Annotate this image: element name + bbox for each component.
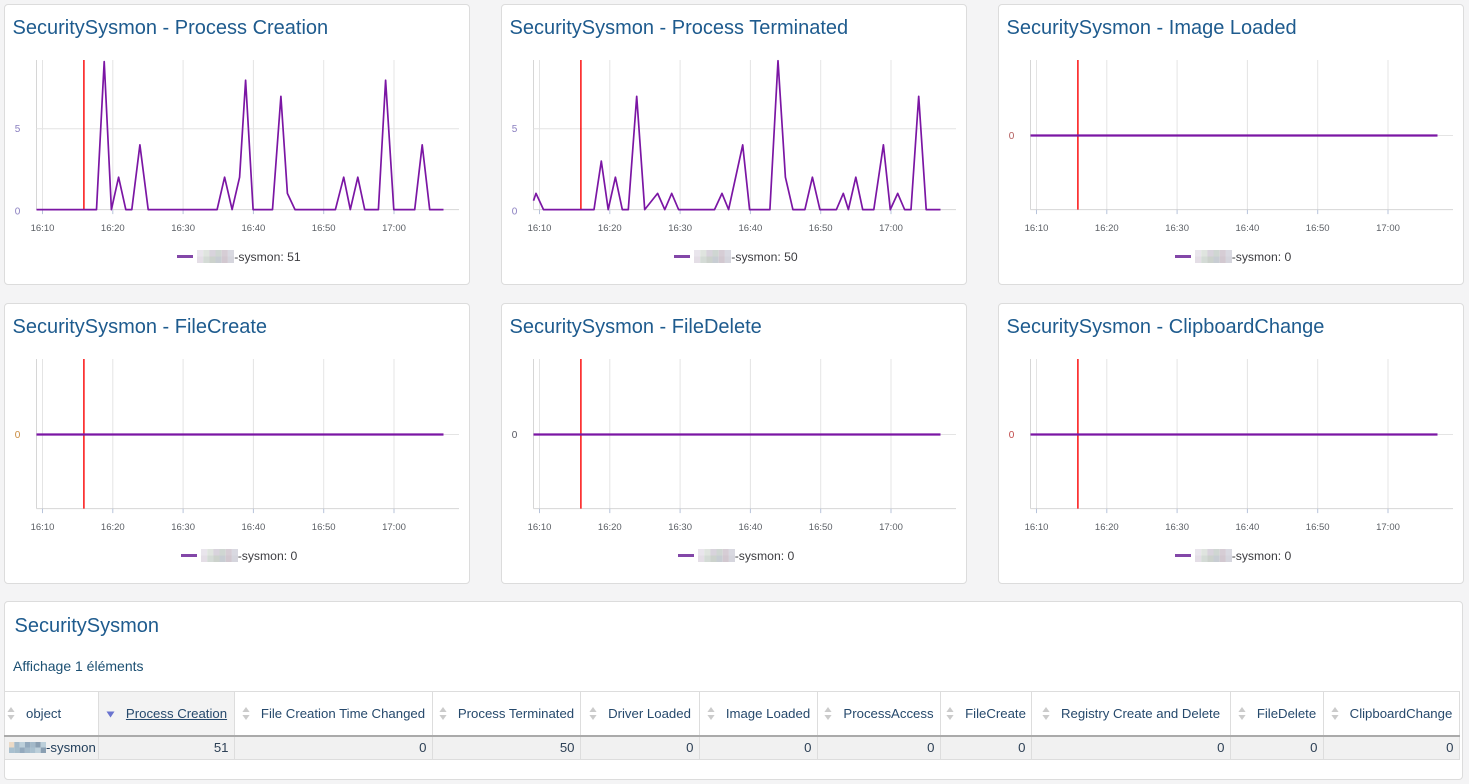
svg-text:16:50: 16:50 xyxy=(312,223,336,234)
svg-text:16:50: 16:50 xyxy=(1306,522,1330,533)
svg-text:16:50: 16:50 xyxy=(809,522,833,533)
svg-text:0: 0 xyxy=(512,207,518,218)
svg-text:0: 0 xyxy=(1009,131,1015,142)
svg-text:16:50: 16:50 xyxy=(809,223,833,234)
svg-text:16:20: 16:20 xyxy=(101,522,125,533)
svg-text:17:00: 17:00 xyxy=(879,223,903,234)
svg-text:16:30: 16:30 xyxy=(1165,223,1189,234)
svg-text:16:30: 16:30 xyxy=(171,223,195,234)
svg-text:0: 0 xyxy=(15,207,21,218)
svg-text:17:00: 17:00 xyxy=(1376,522,1400,533)
svg-text:0: 0 xyxy=(512,430,518,441)
svg-text:16:20: 16:20 xyxy=(598,223,622,234)
svg-text:16:50: 16:50 xyxy=(312,522,336,533)
svg-text:16:10: 16:10 xyxy=(31,223,55,234)
svg-text:17:00: 17:00 xyxy=(879,522,903,533)
svg-text:5: 5 xyxy=(512,124,518,135)
svg-text:17:00: 17:00 xyxy=(382,522,406,533)
svg-text:16:20: 16:20 xyxy=(598,522,622,533)
svg-text:16:20: 16:20 xyxy=(1095,223,1119,234)
svg-text:16:20: 16:20 xyxy=(1095,522,1119,533)
svg-text:16:40: 16:40 xyxy=(242,522,266,533)
svg-text:16:10: 16:10 xyxy=(528,223,552,234)
svg-text:16:30: 16:30 xyxy=(171,522,195,533)
svg-text:0: 0 xyxy=(1009,430,1015,441)
svg-text:16:10: 16:10 xyxy=(1025,522,1049,533)
svg-text:0: 0 xyxy=(15,430,21,441)
svg-text:16:40: 16:40 xyxy=(739,223,763,234)
svg-text:17:00: 17:00 xyxy=(1376,223,1400,234)
svg-text:17:00: 17:00 xyxy=(382,223,406,234)
svg-text:16:30: 16:30 xyxy=(1165,522,1189,533)
svg-text:16:40: 16:40 xyxy=(242,223,266,234)
svg-text:16:10: 16:10 xyxy=(31,522,55,533)
svg-text:16:40: 16:40 xyxy=(1236,522,1260,533)
svg-text:16:10: 16:10 xyxy=(528,522,552,533)
svg-text:16:40: 16:40 xyxy=(739,522,763,533)
svg-text:16:10: 16:10 xyxy=(1025,223,1049,234)
svg-text:16:30: 16:30 xyxy=(668,522,692,533)
svg-text:5: 5 xyxy=(15,124,21,135)
svg-text:16:40: 16:40 xyxy=(1236,223,1260,234)
svg-text:16:30: 16:30 xyxy=(668,223,692,234)
svg-text:16:20: 16:20 xyxy=(101,223,125,234)
svg-text:16:50: 16:50 xyxy=(1306,223,1330,234)
